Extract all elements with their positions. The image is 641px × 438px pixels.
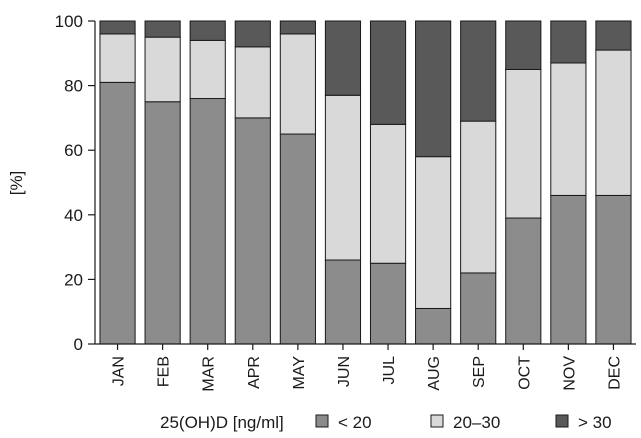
bar-dec-series-1 <box>595 49 632 196</box>
x-tick-label: JUL <box>381 356 398 385</box>
x-tick-label: JAN <box>111 356 128 386</box>
bar-jun-series-2 <box>324 20 362 96</box>
legend: 25(OH)D [ng/ml] < 20 20–30 > 30 <box>160 413 612 432</box>
x-axis-labels: JAN FEB MAR APR MAY JUN JUL AUG SEP OCT NOV DEC <box>111 344 623 392</box>
y-tick-label: 60 <box>64 141 83 160</box>
y-axis-ticks: 0 20 40 60 80 100 <box>55 12 95 354</box>
y-tick-label: 20 <box>64 270 83 289</box>
bar-jul-series-0 <box>369 262 407 345</box>
bar-feb-series-1 <box>144 36 181 103</box>
bar-feb-series-0 <box>144 101 181 345</box>
bar-jul-series-2 <box>369 20 407 125</box>
bar-may-series-2 <box>279 20 316 35</box>
y-tick-label: 100 <box>55 12 83 31</box>
legend-entry: 20–30 <box>453 413 500 432</box>
x-tick-label: AUG <box>426 356 443 391</box>
bar-sep-series-0 <box>460 272 497 345</box>
bar-dec-series-2 <box>595 20 632 51</box>
bar-may-series-0 <box>279 133 316 345</box>
bar-oct-series-2 <box>505 20 542 70</box>
bar-apr-series-1 <box>234 46 271 119</box>
bar-aug-series-2 <box>415 20 452 158</box>
bar-mar-series-1 <box>189 39 226 100</box>
bar-nov-series-2 <box>550 20 587 64</box>
bar-jan-series-1 <box>99 33 136 83</box>
bar-nov-series-0 <box>550 194 587 345</box>
bar-aug-series-1 <box>415 156 452 309</box>
bar-aug-series-0 <box>415 307 452 345</box>
x-tick-label: FEB <box>156 356 173 387</box>
x-tick-label: NOV <box>561 356 578 391</box>
bar-apr-series-0 <box>234 117 271 345</box>
legend-swatch <box>555 414 569 428</box>
bar-sep-series-2 <box>460 20 497 122</box>
bar-jun-series-0 <box>324 259 362 345</box>
x-tick-label: SEP <box>471 356 488 388</box>
bar-sep-series-1 <box>460 120 497 274</box>
x-tick-label: JUN <box>336 356 353 387</box>
bar-dec-series-0 <box>595 194 632 345</box>
x-tick-label: DEC <box>606 356 623 390</box>
bar-mar-series-2 <box>189 20 226 41</box>
y-axis-title: [%] <box>7 171 26 196</box>
y-tick-label: 40 <box>64 206 83 225</box>
bar-mar-series-0 <box>189 98 226 345</box>
x-tick-label: OCT <box>516 356 533 390</box>
bar-jan-series-2 <box>99 20 136 35</box>
x-tick-label: MAY <box>291 356 308 390</box>
bar-jul-series-1 <box>369 123 407 264</box>
bar-oct-series-0 <box>505 217 542 345</box>
legend-swatch <box>315 414 329 428</box>
y-tick-label: 80 <box>64 77 83 96</box>
bar-oct-series-1 <box>505 68 542 219</box>
y-tick-label: 0 <box>74 335 83 354</box>
legend-swatch <box>430 414 444 428</box>
bar-jan-series-0 <box>99 81 136 345</box>
bar-apr-series-2 <box>234 20 271 48</box>
bar-feb-series-2 <box>144 20 181 38</box>
bars <box>99 20 632 345</box>
legend-title: 25(OH)D [ng/ml] <box>160 413 284 432</box>
bar-jun-series-1 <box>324 94 362 261</box>
legend-entry: < 20 <box>338 413 372 432</box>
bar-may-series-1 <box>279 33 316 135</box>
x-tick-label: APR <box>246 356 263 389</box>
legend-entry: > 30 <box>578 413 612 432</box>
bar-nov-series-1 <box>550 62 587 196</box>
axes <box>94 21 636 345</box>
x-tick-label: MAR <box>201 356 218 392</box>
